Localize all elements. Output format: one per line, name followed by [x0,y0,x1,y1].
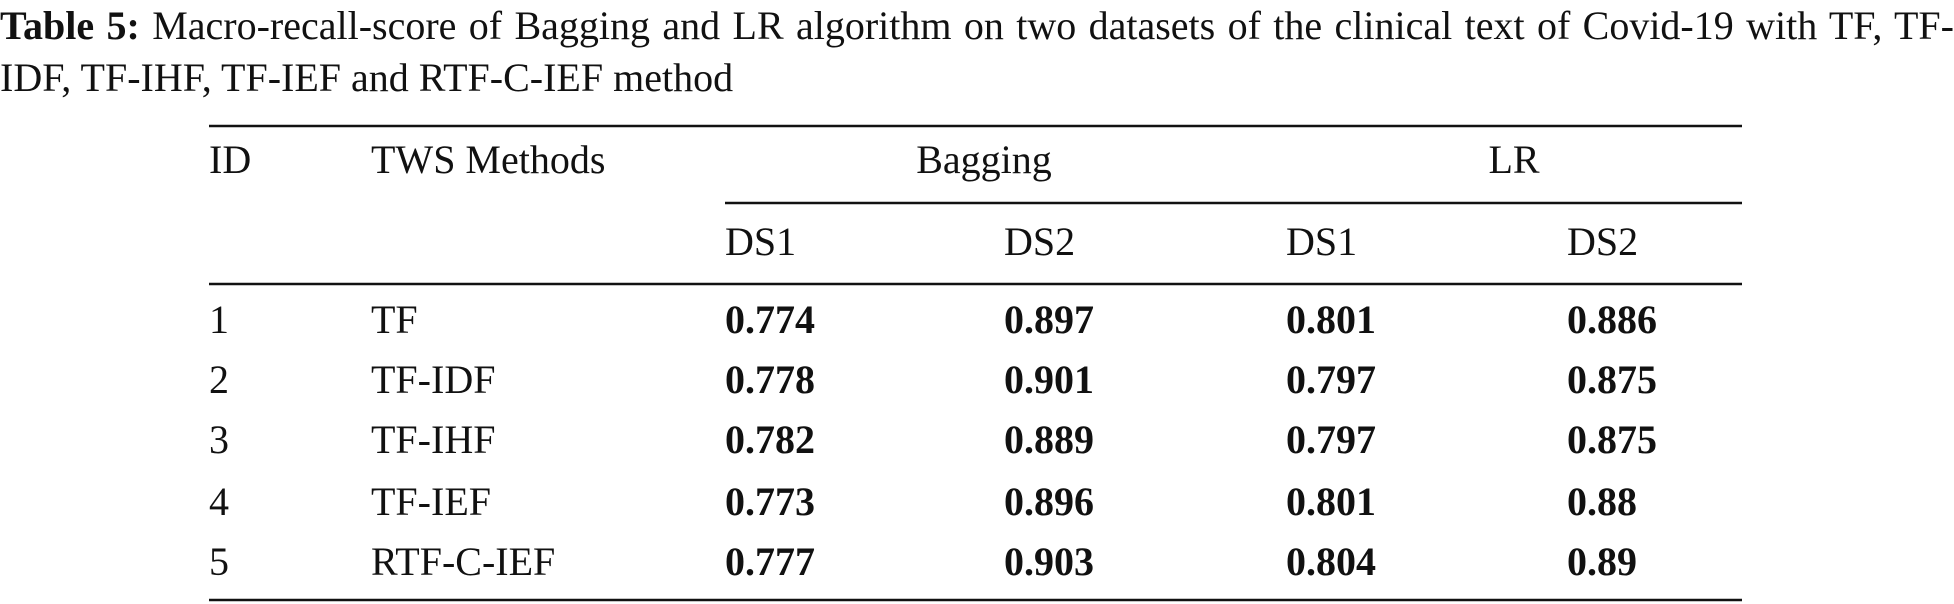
score-cell: 0.804 [1286,539,1376,584]
score-cell: 0.797 [1286,357,1376,402]
score-cell: 0.896 [1004,479,1094,524]
header-id: ID [209,137,251,182]
score-cell: 0.875 [1567,357,1657,402]
score-cell: 0.901 [1004,357,1094,402]
table-cell: 3 [209,417,229,462]
table-cell: TF-IEF [371,479,491,524]
group-header: LR [1488,137,1539,182]
score-cell: 0.88 [1567,479,1637,524]
table-cell: TF-IHF [371,417,495,462]
score-cell: 0.886 [1567,297,1657,342]
table-cell: RTF-C-IEF [371,539,555,584]
score-cell: 0.777 [725,539,815,584]
subcolumn-header: DS2 [1567,219,1638,264]
score-cell: 0.773 [725,479,815,524]
score-cell: 0.778 [725,357,815,402]
table-cell: 4 [209,479,229,524]
score-cell: 0.797 [1286,417,1376,462]
score-cell: 0.897 [1004,297,1094,342]
table-cell: 2 [209,357,229,402]
score-cell: 0.889 [1004,417,1094,462]
table-cell: TF [371,297,418,342]
score-cell: 0.801 [1286,479,1376,524]
subcolumn-header: DS1 [725,219,796,264]
table-cell: 5 [209,539,229,584]
table-cell: 1 [209,297,229,342]
score-cell: 0.774 [725,297,815,342]
table-caption: Table 5: Macro-recall-score of Bagging a… [0,0,1954,104]
score-cell: 0.903 [1004,539,1094,584]
subcolumn-header: DS1 [1286,219,1357,264]
caption-label: Table 5: [0,3,140,48]
score-cell: 0.801 [1286,297,1376,342]
score-cell: 0.89 [1567,539,1637,584]
header-method: TWS Methods [371,137,605,182]
score-cell: 0.875 [1567,417,1657,462]
score-cell: 0.782 [725,417,815,462]
caption-text: Macro-recall-score of Bagging and LR alg… [0,3,1954,100]
group-header: Bagging [916,137,1052,182]
subcolumn-header: DS2 [1004,219,1075,264]
table-cell: TF-IDF [371,357,495,402]
